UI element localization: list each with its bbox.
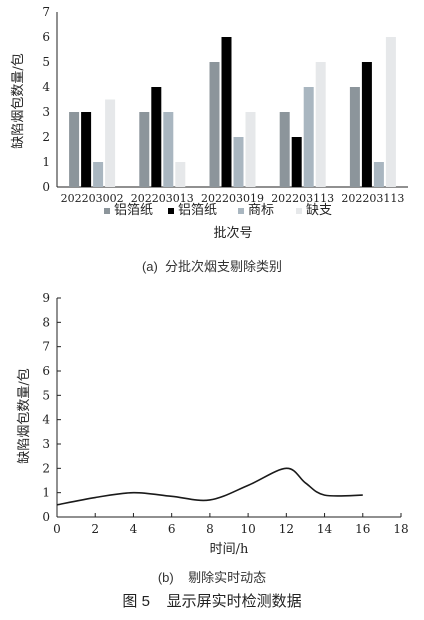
chart-b-x-tick-label: 10: [240, 522, 255, 536]
chart-a-legend-swatch: [296, 208, 302, 214]
chart-b-x-tick-label: 6: [168, 522, 176, 536]
chart-b-x-tick-label: 18: [393, 522, 408, 536]
chart-a-y-ticks: 0 1 2 3 4 5 6 7: [42, 5, 50, 194]
chart-a-x-tick-label: 202203113: [341, 192, 404, 205]
chart-b-x-tick-label: 16: [355, 522, 370, 536]
chart-b-y-tick-label: 2: [42, 461, 50, 475]
chart-a-legend-swatch: [104, 208, 110, 214]
chart-a-legend-swatch: [168, 208, 174, 214]
chart-a-bar: [279, 112, 290, 187]
chart-a-x-tick-label: 202203019: [201, 192, 264, 205]
chart-b-y-tick-label: 0: [42, 510, 50, 524]
chart-a-bar: [81, 112, 92, 187]
chart-b-axes: [56, 298, 401, 518]
chart-a-bar: [349, 87, 360, 187]
chart-b-series-line: [56, 467, 363, 506]
chart-b-x-tick-label: 8: [206, 522, 214, 536]
chart-a-bar: [151, 87, 162, 187]
chart-a-bar: [233, 137, 244, 187]
chart-a-bars: [69, 37, 396, 187]
chart-a-x-tick-label: 202203002: [61, 192, 124, 205]
chart-a-bar: [373, 162, 384, 187]
chart-a-bar: [315, 62, 326, 187]
chart-a-y-tick-label: 4: [42, 80, 50, 94]
chart-b-y-tick-label: 4: [42, 413, 50, 427]
chart-a-x-tick-label: 202203013: [131, 192, 194, 205]
chart-a-legend: 铝箔纸 铝箔纸 商标 缺支: [104, 202, 332, 218]
chart-b-x-ticks: 0 2 4 6 8 10 12 14 16 18: [53, 513, 409, 536]
chart-b-y-tick-label: 9: [42, 291, 50, 305]
chart-b-caption: (b) 剔除实时动态: [157, 570, 267, 585]
chart-a-y-tick-label: 3: [42, 105, 50, 119]
chart-a-x-label: 批次号: [213, 225, 252, 241]
figure-caption: 图 5 显示屏实时检测数据: [122, 593, 302, 610]
chart-a-bar: [221, 37, 232, 187]
chart-a-axes: [56, 12, 408, 188]
chart-a-caption: (a) 分批次烟支剔除类别: [141, 259, 283, 274]
chart-b-y-tick-label: 3: [42, 437, 50, 451]
chart-a-legend-swatch: [238, 208, 244, 214]
chart-b-x-tick-label: 4: [130, 522, 138, 536]
chart-a-legend-label: 铝箔纸: [114, 202, 153, 218]
chart-a-bar: [163, 112, 174, 187]
chart-a-y-tick-label: 1: [42, 155, 50, 169]
chart-a-y-tick-label: 6: [42, 30, 50, 44]
chart-a-legend-label: 铝箔纸: [178, 202, 217, 218]
chart-a-bar: [361, 62, 372, 187]
chart-a-x-ticks: 202203002 202203013 202203019 202203113 2022…: [61, 192, 405, 205]
chart-a-bar: [69, 112, 80, 187]
chart-b-y-tick-label: 6: [42, 364, 50, 378]
chart-a-y-tick-label: 5: [42, 55, 50, 69]
chart-a-y-tick-label: 0: [42, 180, 50, 194]
chart-a-bar: [209, 62, 220, 187]
chart-a-bar: [105, 99, 116, 187]
chart-a-y-label: 缺陷烟包数量/包: [11, 53, 26, 148]
chart-a-bar: [303, 87, 314, 187]
chart-b-y-label: 缺陷烟包数量/包: [17, 368, 32, 463]
chart-a-bar: [175, 162, 186, 187]
chart-b-y-tick-label: 1: [42, 486, 50, 500]
chart-a-bar: [93, 162, 104, 187]
chart-b-y-tick-label: 7: [42, 340, 50, 354]
chart-a-y-tick-label: 2: [42, 130, 50, 144]
chart-b-y-tick-label: 5: [42, 388, 50, 402]
chart-a-legend-label: 商标: [248, 203, 274, 218]
chart-a-bar: [291, 137, 302, 187]
chart-b-x-tick-label: 14: [317, 522, 333, 536]
chart-a-x-tick-label: 202203113: [271, 192, 334, 205]
chart-b-x-tick-label: 2: [91, 522, 99, 536]
chart-a-bar: [139, 112, 150, 187]
chart-a-y-tick-label: 7: [42, 5, 50, 19]
chart-b-y-tick-label: 8: [42, 315, 50, 329]
chart-b-x-label: 时间/h: [210, 542, 249, 557]
chart-a-bar: [385, 37, 396, 187]
chart-a-legend-label: 缺支: [306, 203, 332, 218]
chart-b-x-tick-label: 12: [279, 522, 294, 536]
chart-a-bar: [245, 112, 256, 187]
chart-b-x-tick-label: 0: [53, 522, 61, 536]
chart-b-y-ticks: 0 1 2 3 4 5 6 7 8 9: [42, 291, 61, 524]
